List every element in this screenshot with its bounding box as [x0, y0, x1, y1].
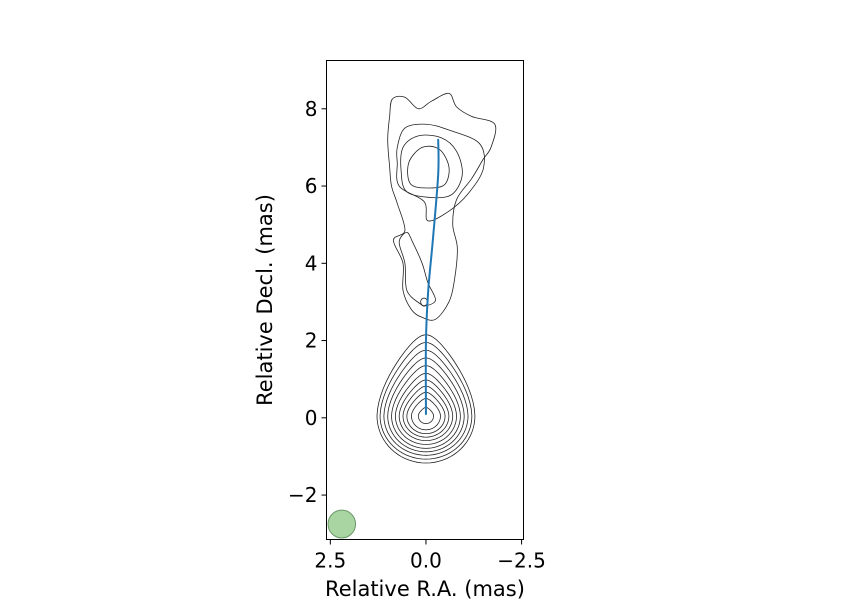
y-axis-label: Relative Decl. (mas) — [253, 194, 277, 406]
beam-layer — [327, 509, 357, 539]
x-tick-label: 2.5 — [314, 549, 346, 573]
y-axis-ticks: −2 0 2 4 6 8 — [288, 97, 327, 507]
core-contour — [402, 385, 450, 438]
core-contour — [379, 342, 473, 460]
beam-ellipse — [327, 509, 357, 539]
x-tick-label: 0.0 — [410, 549, 442, 573]
jet-contour — [407, 145, 450, 189]
y-tick-label: 4 — [305, 251, 318, 275]
jet-ridge-line — [424, 138, 440, 415]
x-tick-label: −2.5 — [497, 549, 546, 573]
jet-contour — [400, 134, 463, 199]
axes-frame — [326, 60, 524, 540]
plot-area — [326, 60, 524, 540]
x-axis-label: Relative R.A. (mas) — [325, 577, 525, 600]
ridge-layer — [424, 138, 440, 415]
core-contour — [394, 372, 457, 445]
x-axis-ticks: 2.5 0.0 −2.5 — [314, 539, 546, 573]
core-contour — [411, 398, 441, 431]
jet-contour — [398, 231, 436, 307]
core-contour — [391, 365, 461, 449]
y-tick-label: 0 — [305, 406, 318, 430]
jet-contour — [387, 92, 497, 321]
core-contour — [387, 357, 465, 453]
contour-layer — [376, 92, 497, 464]
y-tick-label: 8 — [305, 97, 318, 121]
y-tick-label: 2 — [305, 329, 318, 353]
jet-contour — [396, 123, 485, 222]
core-contour — [417, 406, 435, 425]
core-contour — [376, 334, 476, 464]
y-tick-label: −2 — [288, 483, 317, 507]
core-contour — [383, 349, 469, 456]
y-tick-label: 6 — [305, 174, 318, 198]
core-contour — [398, 379, 454, 442]
core-contour — [406, 391, 446, 435]
